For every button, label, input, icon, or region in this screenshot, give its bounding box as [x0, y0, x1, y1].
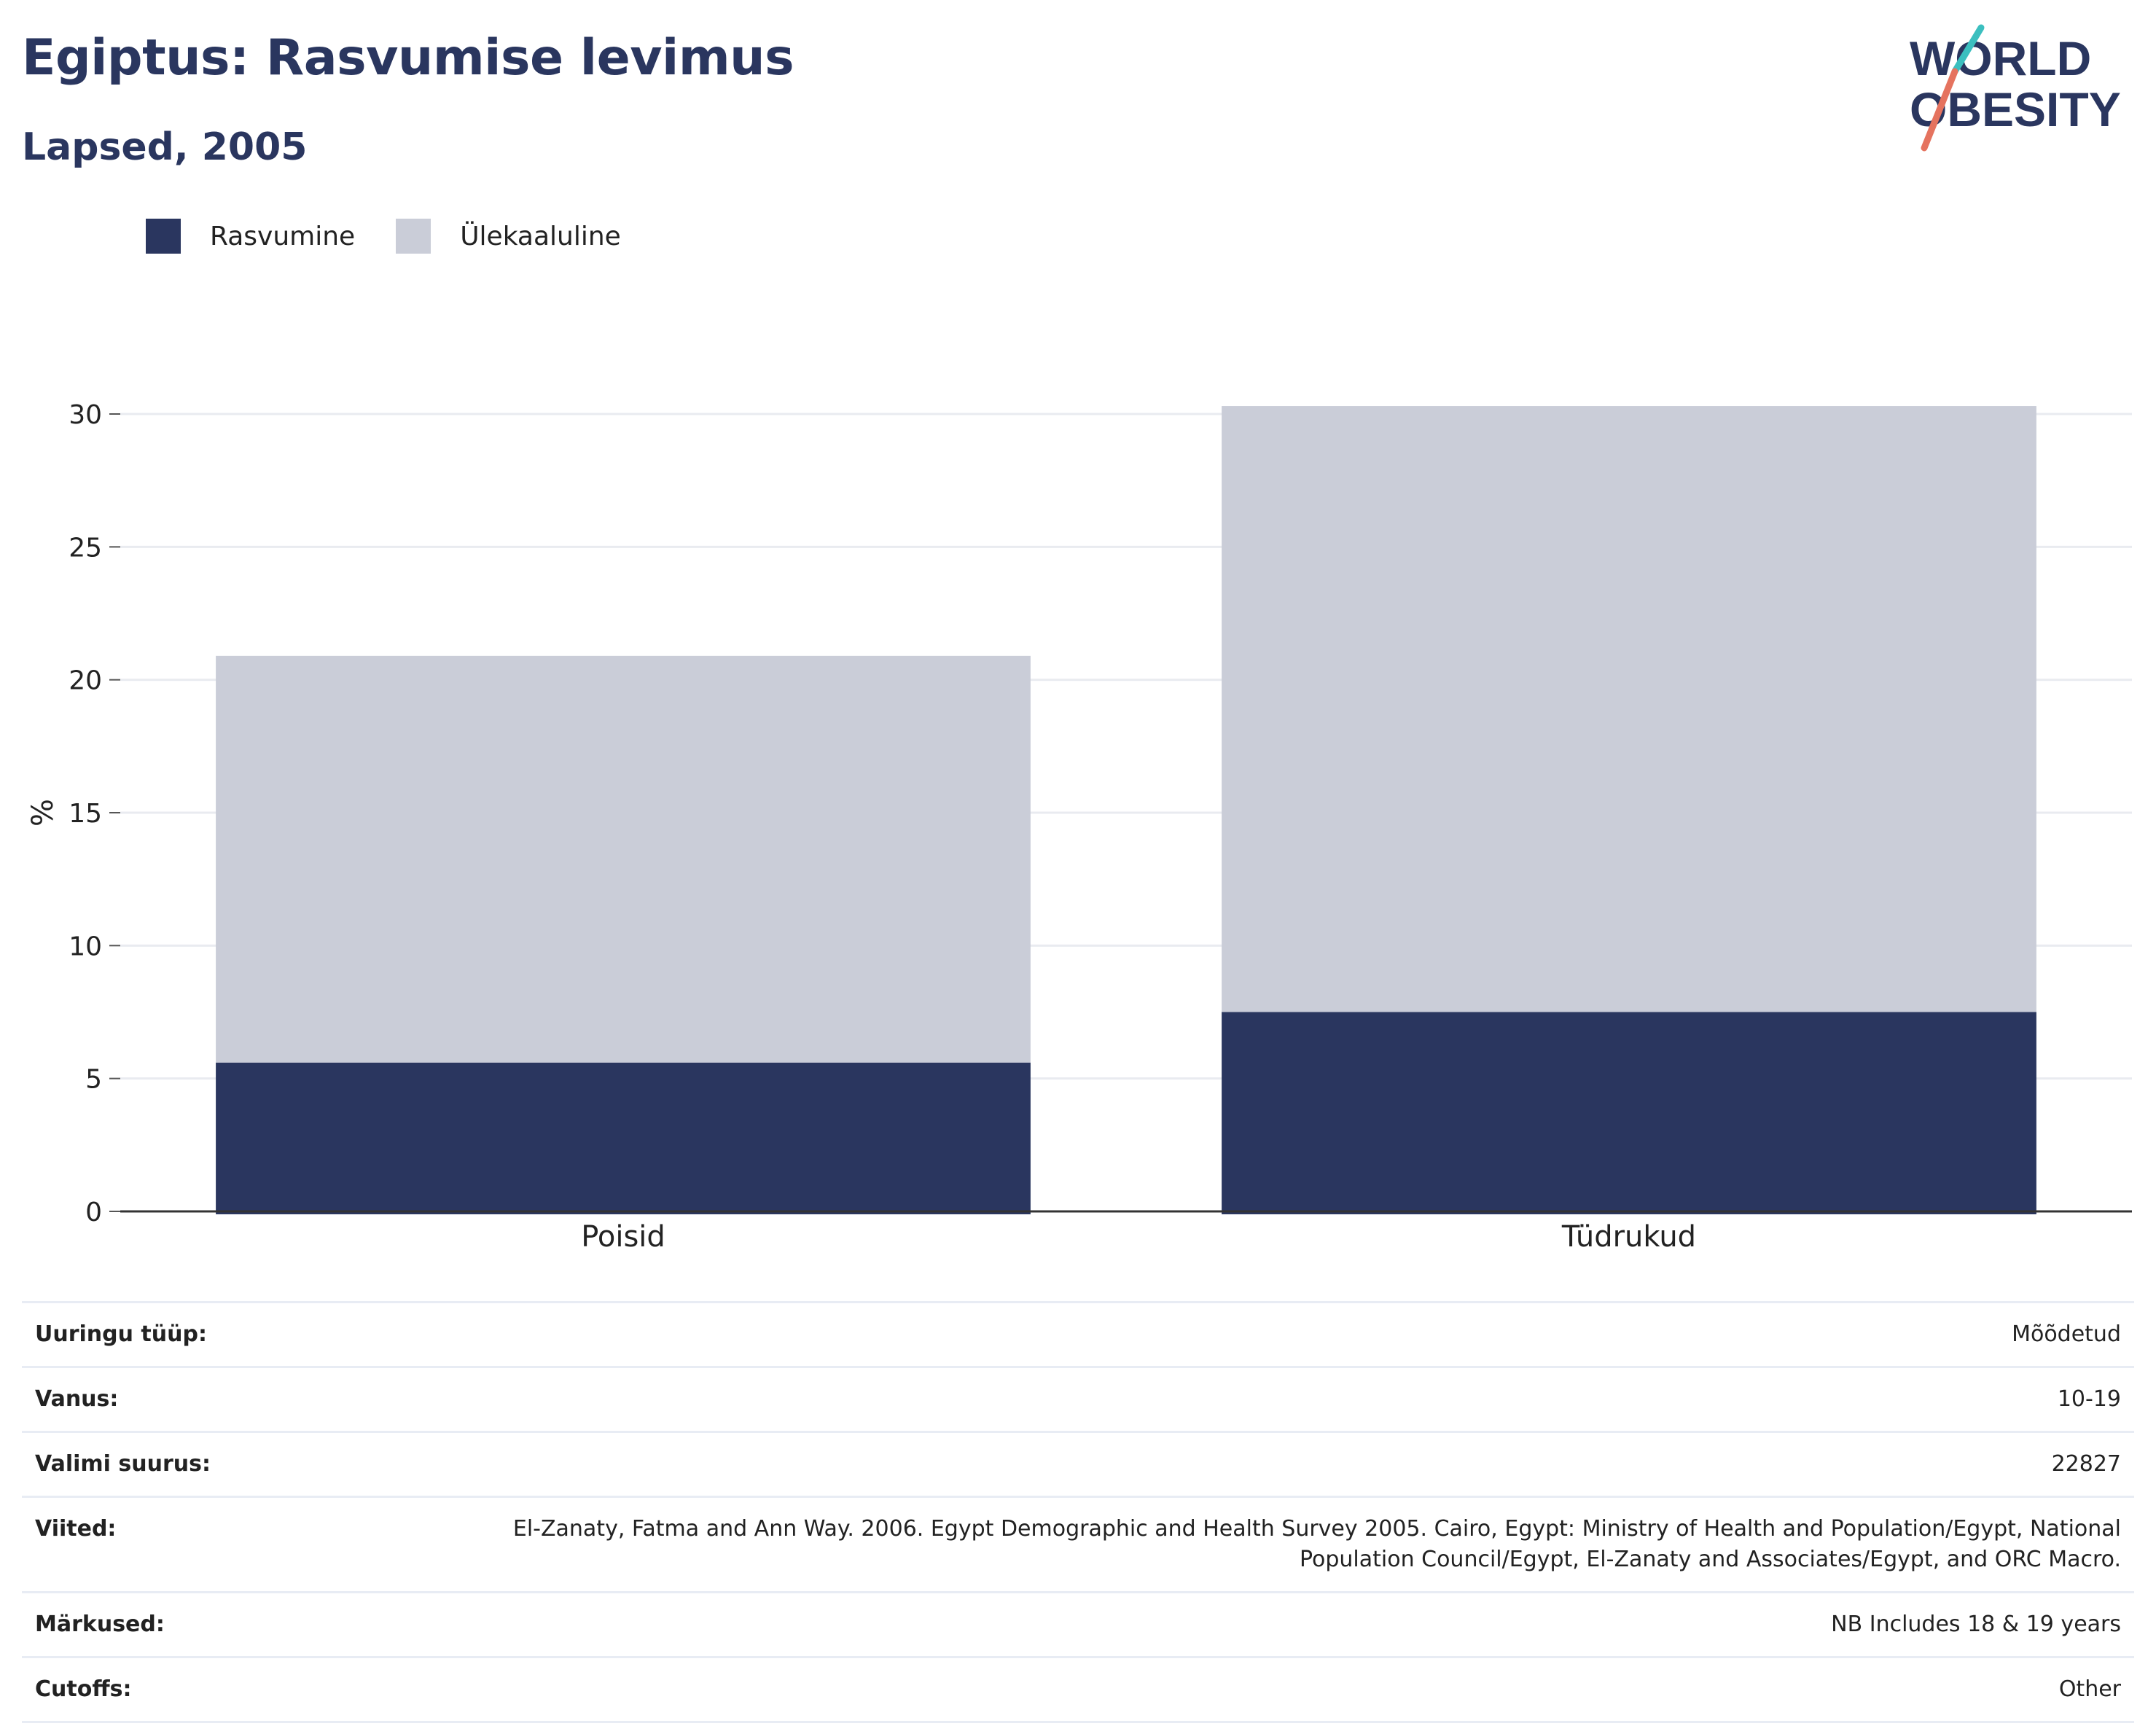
- bar-obesity-1: [1222, 1012, 2036, 1214]
- table-row: Vanus: 10-19: [22, 1367, 2134, 1432]
- y-tick-label: 30: [69, 400, 102, 430]
- bar-obesity-0: [216, 1062, 1031, 1214]
- bar-overweight-0: [216, 655, 1031, 1063]
- table-row: Cutoffs: Other: [22, 1657, 2134, 1722]
- detail-key: Viited:: [35, 1516, 117, 1542]
- bars: [216, 406, 2036, 1214]
- legend-item-obesity[interactable]: Rasvumine: [146, 219, 355, 254]
- detail-value: Other: [2058, 1676, 2121, 1702]
- y-tick-label: 25: [69, 533, 102, 563]
- legend-label-overweight: Ülekaaluline: [460, 221, 621, 251]
- bar-chart: 0 5 10 15 20 25 30% Poisid Tüdrukud: [26, 400, 2132, 1254]
- y-tick-label: 15: [69, 799, 102, 829]
- y-tick-label: 10: [69, 932, 102, 961]
- y-tick-label: 5: [85, 1065, 102, 1095]
- detail-key: Märkused:: [35, 1612, 165, 1637]
- y-tick-label: 0: [85, 1198, 102, 1227]
- logo-line-1: WORLD: [1910, 31, 2091, 85]
- y-tick-label: 20: [69, 666, 102, 696]
- logo-slash-coral-icon: [1921, 68, 1958, 152]
- survey-details-table: Uuringu tüüp: Mõõdetud Vanus: 10-19 Valimi s…: [22, 1301, 2134, 1723]
- detail-value: Mõõdetud: [2012, 1321, 2121, 1347]
- y-axis-title: %: [26, 799, 60, 827]
- detail-key: Cutoffs:: [35, 1676, 132, 1702]
- table-row: Valimi suurus: 22827: [22, 1432, 2134, 1497]
- legend-item-overweight[interactable]: Ülekaaluline: [396, 219, 621, 254]
- page-subtitle: Lapsed, 2005: [22, 125, 308, 169]
- detail-value: 10-19: [2057, 1386, 2121, 1412]
- table-row: Märkused: NB Includes 18 & 19 years: [22, 1592, 2134, 1657]
- page-title: Egiptus: Rasvumise levimus: [22, 29, 794, 87]
- legend-label-obesity: Rasvumine: [210, 221, 356, 251]
- detail-key: Uuringu tüüp:: [35, 1321, 207, 1347]
- logo-slash-teal-icon: [1951, 24, 1985, 75]
- world-obesity-logo: WORLD OBESITY: [1910, 24, 2121, 152]
- detail-key: Valimi suurus:: [35, 1451, 211, 1477]
- x-tick-label: Poisid: [581, 1220, 665, 1254]
- table-row: Viited: El-Zanaty, Fatma and Ann Way. 200…: [22, 1496, 2134, 1593]
- detail-value: 22827: [2051, 1451, 2121, 1477]
- chart-legend: Rasvumine Ülekaaluline: [146, 217, 662, 255]
- detail-key: Vanus:: [35, 1386, 119, 1412]
- legend-swatch-obesity: [146, 219, 181, 254]
- detail-value: El-Zanaty, Fatma and Ann Way. 2006. Egyp…: [512, 1516, 2121, 1572]
- bar-overweight-1: [1222, 406, 2036, 1012]
- legend-swatch-overweight: [396, 219, 431, 254]
- detail-value: NB Includes 18 & 19 years: [1831, 1612, 2121, 1637]
- x-tick-label: Tüdrukud: [1561, 1220, 1696, 1254]
- axes: 0 5 10 15 20 25 30% Poisid Tüdrukud: [26, 400, 2132, 1254]
- table-row: Uuringu tüüp: Mõõdetud: [22, 1302, 2134, 1367]
